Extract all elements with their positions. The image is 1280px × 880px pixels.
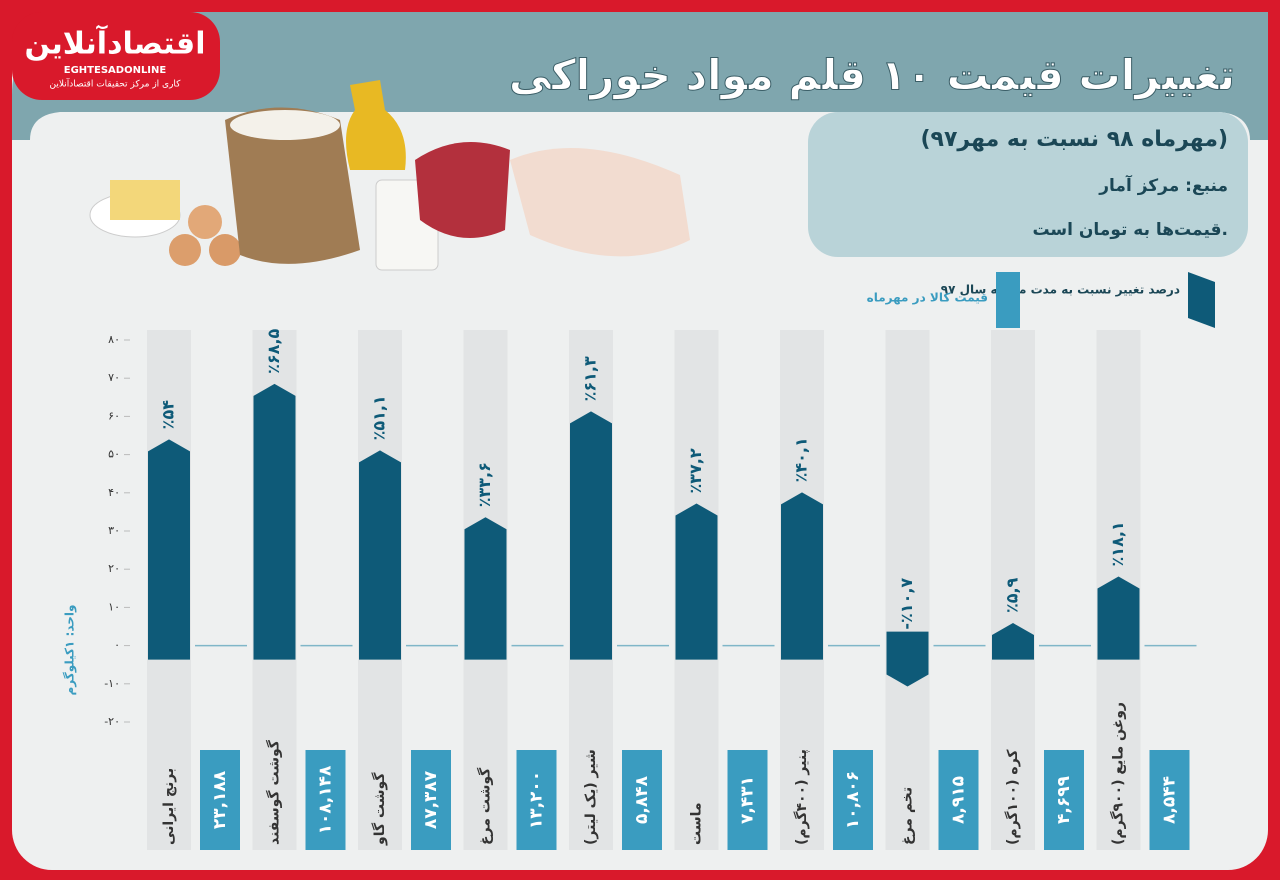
- logo-latin: EGHTESADONLINE: [64, 65, 167, 76]
- value-label: ٪۱۸,۱: [1108, 521, 1127, 566]
- price-box: [1149, 750, 1190, 850]
- price-label: ۸,۹۱۵: [949, 776, 969, 824]
- price-label: ۴,۶۹۹: [1054, 775, 1074, 824]
- value-label: -٪۱۰,۷: [897, 578, 916, 630]
- value-label: ٪۶۱,۳: [581, 356, 600, 401]
- x-tick-label: ماست: [689, 802, 705, 845]
- y-tick-label: -۱۰: [104, 677, 120, 690]
- x-tick-label: روغن مایع (۹۰۰گرم): [1110, 702, 1127, 845]
- bar: [781, 492, 823, 660]
- price-label: ۷,۴۳۱: [738, 776, 758, 824]
- price-label: ۱۰,۸۰۶: [843, 771, 863, 829]
- price-box: [516, 750, 557, 850]
- x-tick-label: گوشت گوسفند: [266, 739, 283, 845]
- source: منبع: مرکز آمار: [1098, 174, 1228, 196]
- price-box: [727, 750, 768, 850]
- x-tick-label: تخم مرغ: [900, 787, 916, 845]
- logo: اقتصادآنلاین: [25, 25, 206, 62]
- value-label: ٪۵,۹: [1003, 577, 1022, 613]
- x-tick-label: گوشت گاو: [371, 772, 388, 846]
- y-tick-label: ۲۰: [108, 562, 120, 575]
- info-box: [808, 112, 1248, 257]
- column-bg: [885, 330, 930, 850]
- y-tick-label: ۸۰: [108, 333, 120, 346]
- price-label: ۱۰۸,۱۴۸: [316, 765, 336, 834]
- x-tick-label: کره (۱۰۰گرم): [1004, 749, 1021, 845]
- bar: [253, 383, 296, 660]
- food-illustration: [89, 80, 690, 271]
- value-label: ٪۶۸,۵: [264, 329, 283, 374]
- price-label: ۲۳,۱۸۸: [210, 770, 230, 829]
- bar: [992, 623, 1034, 660]
- legend-swatch: [1188, 272, 1215, 328]
- x-tick-label: گوشت مرغ: [477, 767, 494, 845]
- value-label: ٪۴۰,۱: [792, 437, 811, 482]
- price-box: [622, 750, 662, 850]
- price-label: ۵,۸۴۸: [632, 775, 652, 824]
- y-tick-label: ۴۰: [108, 486, 120, 499]
- price-label: ۸,۵۴۴: [1160, 776, 1180, 824]
- unit-label: واحد: ۱کیلوگرم: [63, 604, 78, 695]
- bar: [570, 411, 612, 660]
- note: قیمت‌ها به تومان است.: [1032, 220, 1228, 240]
- column-bg: [991, 330, 1035, 850]
- price-box: [305, 750, 346, 850]
- x-tick-label: شیر (یک لیتر): [583, 749, 599, 845]
- top-band: [12, 12, 1268, 140]
- value-label: ٪۳۷,۲: [686, 448, 705, 493]
- logo-box: [12, 12, 220, 100]
- bar: [464, 517, 507, 660]
- y-tick-label: ۷۰: [108, 371, 120, 384]
- y-tick-label: ۵۰: [108, 448, 120, 461]
- y-tick-label: -۲۰: [104, 715, 120, 728]
- y-tick-label: ۰: [114, 639, 120, 652]
- value-label: ٪۵۱,۱: [370, 395, 389, 440]
- bar: [359, 450, 401, 660]
- value-label: ٪۳۳,۶: [475, 462, 494, 507]
- y-tick-label: ۱۰: [108, 600, 120, 613]
- price-box: [1044, 750, 1084, 850]
- price-label: ۱۳,۲۰۰: [527, 771, 547, 829]
- subtitle: (مهرماه ۹۸ نسبت به مهر۹۷): [920, 127, 1228, 152]
- y-tick-label: ۳۰: [108, 524, 120, 537]
- y-tick-label: ۶۰: [108, 409, 120, 422]
- logo-sub: کاری از مرکز تحقیقات اقتصادآنلاین: [50, 78, 182, 90]
- legend-swatch: [996, 272, 1020, 328]
- price-box: [411, 750, 451, 850]
- price-label: ۸۷,۳۸۷: [421, 770, 441, 829]
- price-box: [938, 750, 979, 850]
- bar: [1097, 576, 1140, 660]
- price-box: [200, 750, 240, 850]
- chart-title: تغییرات قیمت ۱۰ قلم مواد خوراکی: [509, 51, 1235, 101]
- bar: [886, 631, 929, 687]
- x-tick-label: پنیر (۴۰۰گرم): [793, 749, 810, 845]
- value-label: ٪۵۴: [159, 400, 178, 430]
- x-tick-label: برنج ایرانی: [161, 768, 177, 845]
- price-box: [833, 750, 873, 850]
- legend-label: قیمت کالا در مهرماه: [867, 291, 988, 305]
- bar: [148, 439, 190, 660]
- bar: [675, 503, 718, 660]
